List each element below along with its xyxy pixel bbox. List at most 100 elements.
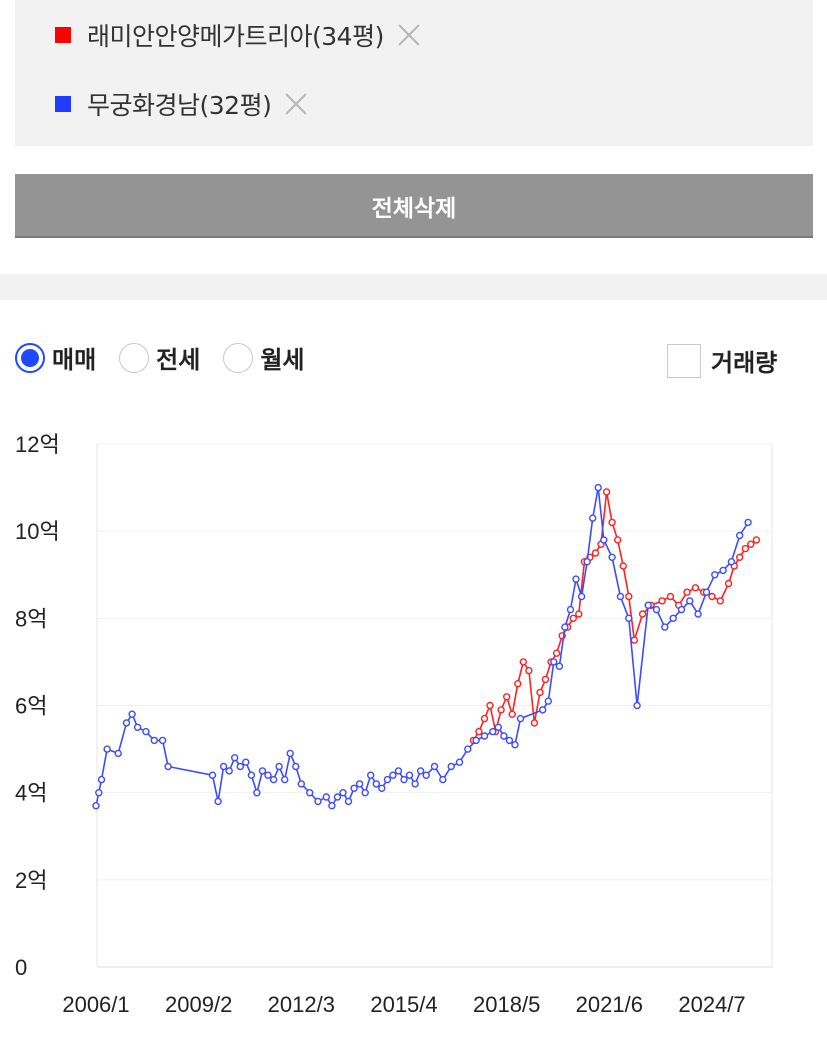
- section-divider: [0, 274, 827, 300]
- data-point: [744, 518, 752, 527]
- data-point: [430, 762, 439, 771]
- data-point: [661, 623, 669, 631]
- data-point: [497, 706, 505, 714]
- data-point: [572, 575, 580, 583]
- data-point: [741, 544, 749, 553]
- data-point: [264, 771, 272, 779]
- data-point: [711, 571, 719, 579]
- x-tick-label: 2006/1: [62, 992, 129, 1017]
- data-point: [525, 666, 533, 675]
- delete-all-button[interactable]: 전체삭제: [15, 174, 813, 238]
- data-point: [225, 767, 233, 775]
- data-point: [355, 780, 364, 788]
- compare-item-label: 무궁화경남(32평): [87, 91, 272, 120]
- data-point: [541, 675, 550, 684]
- data-point: [378, 784, 386, 792]
- series-line-1: [95, 487, 749, 808]
- data-point: [625, 592, 633, 601]
- data-point: [508, 710, 516, 718]
- data-point: [328, 802, 336, 810]
- data-point: [589, 514, 597, 522]
- data-point: [128, 710, 136, 718]
- series-line-0: [472, 491, 757, 741]
- data-point: [214, 797, 222, 806]
- data-point: [297, 780, 305, 788]
- data-point: [550, 658, 558, 666]
- data-point: [702, 588, 711, 596]
- data-point: [708, 592, 716, 601]
- data-point: [736, 553, 744, 562]
- y-tick-label: 10억: [15, 519, 60, 544]
- data-point: [269, 775, 278, 784]
- radio-jeonse[interactable]: 전세: [119, 340, 200, 375]
- x-tick-label: 2024/7: [678, 992, 745, 1017]
- data-point: [594, 483, 602, 492]
- data-point: [114, 749, 122, 758]
- volume-label: 거래량: [711, 349, 778, 377]
- x-tick-label: 2009/2: [165, 992, 232, 1017]
- radio-button-icon[interactable]: [223, 342, 254, 373]
- x-tick-label: 2012/3: [268, 992, 335, 1017]
- data-point: [416, 767, 425, 775]
- compare-panel: 래미안안양메가트리아(34평) 무궁화경남(32평): [15, 0, 813, 146]
- data-point: [411, 780, 419, 788]
- y-tick-label: 6억: [15, 694, 47, 719]
- data-point: [394, 767, 403, 775]
- data-point: [602, 488, 611, 496]
- volume-toggle[interactable]: 거래량: [667, 343, 777, 378]
- data-point: [511, 741, 519, 749]
- blue-square-icon: [55, 96, 71, 112]
- x-tick-label: 2015/4: [370, 992, 437, 1017]
- data-point: [103, 745, 111, 753]
- compare-item-label: 래미안안양메가트리아(34평): [87, 22, 384, 51]
- data-point: [322, 793, 330, 801]
- radio-label-sale: 매매: [52, 346, 97, 374]
- data-point: [536, 688, 544, 697]
- data-point: [503, 693, 511, 701]
- data-point: [281, 775, 289, 784]
- red-square-icon: [55, 27, 71, 43]
- data-point: [619, 562, 627, 570]
- data-point: [614, 536, 622, 544]
- data-point: [405, 771, 414, 779]
- data-point: [439, 775, 447, 784]
- data-point: [486, 701, 494, 710]
- volume-checkbox[interactable]: [667, 343, 701, 378]
- data-point: [142, 727, 150, 736]
- data-point: [253, 789, 261, 797]
- data-point: [258, 767, 267, 775]
- radio-label-monthly-rent: 월세: [260, 346, 305, 374]
- radio-monthly-rent[interactable]: 월세: [223, 340, 305, 375]
- data-point: [480, 732, 489, 740]
- data-point: [633, 701, 641, 710]
- radio-button-icon[interactable]: [119, 342, 150, 373]
- radio-sale[interactable]: 매매: [15, 340, 96, 375]
- data-point: [561, 623, 569, 631]
- y-tick-label: 4억: [15, 781, 47, 806]
- data-point: [389, 771, 397, 779]
- data-point: [638, 610, 647, 618]
- data-point: [367, 771, 375, 779]
- data-point: [516, 714, 525, 723]
- data-point: [530, 719, 539, 727]
- data-point: [475, 727, 483, 736]
- data-point: [230, 754, 239, 762]
- data-point: [683, 588, 691, 596]
- data-point: [736, 531, 744, 540]
- data-point: [583, 557, 591, 566]
- data-point: [716, 597, 724, 605]
- y-tick-label: 0: [15, 955, 27, 980]
- data-point: [472, 736, 480, 745]
- remove-icon[interactable]: [283, 91, 309, 117]
- data-point: [727, 557, 736, 566]
- compare-item-1: 래미안안양메가트리아(34평): [55, 17, 422, 53]
- data-point: [333, 793, 342, 801]
- remove-icon[interactable]: [396, 22, 422, 48]
- radio-button-icon[interactable]: [15, 342, 45, 373]
- data-point: [122, 719, 131, 727]
- data-point: [658, 597, 666, 605]
- data-point: [608, 553, 616, 562]
- data-point: [422, 771, 430, 779]
- data-point: [286, 749, 294, 758]
- data-point: [306, 789, 314, 797]
